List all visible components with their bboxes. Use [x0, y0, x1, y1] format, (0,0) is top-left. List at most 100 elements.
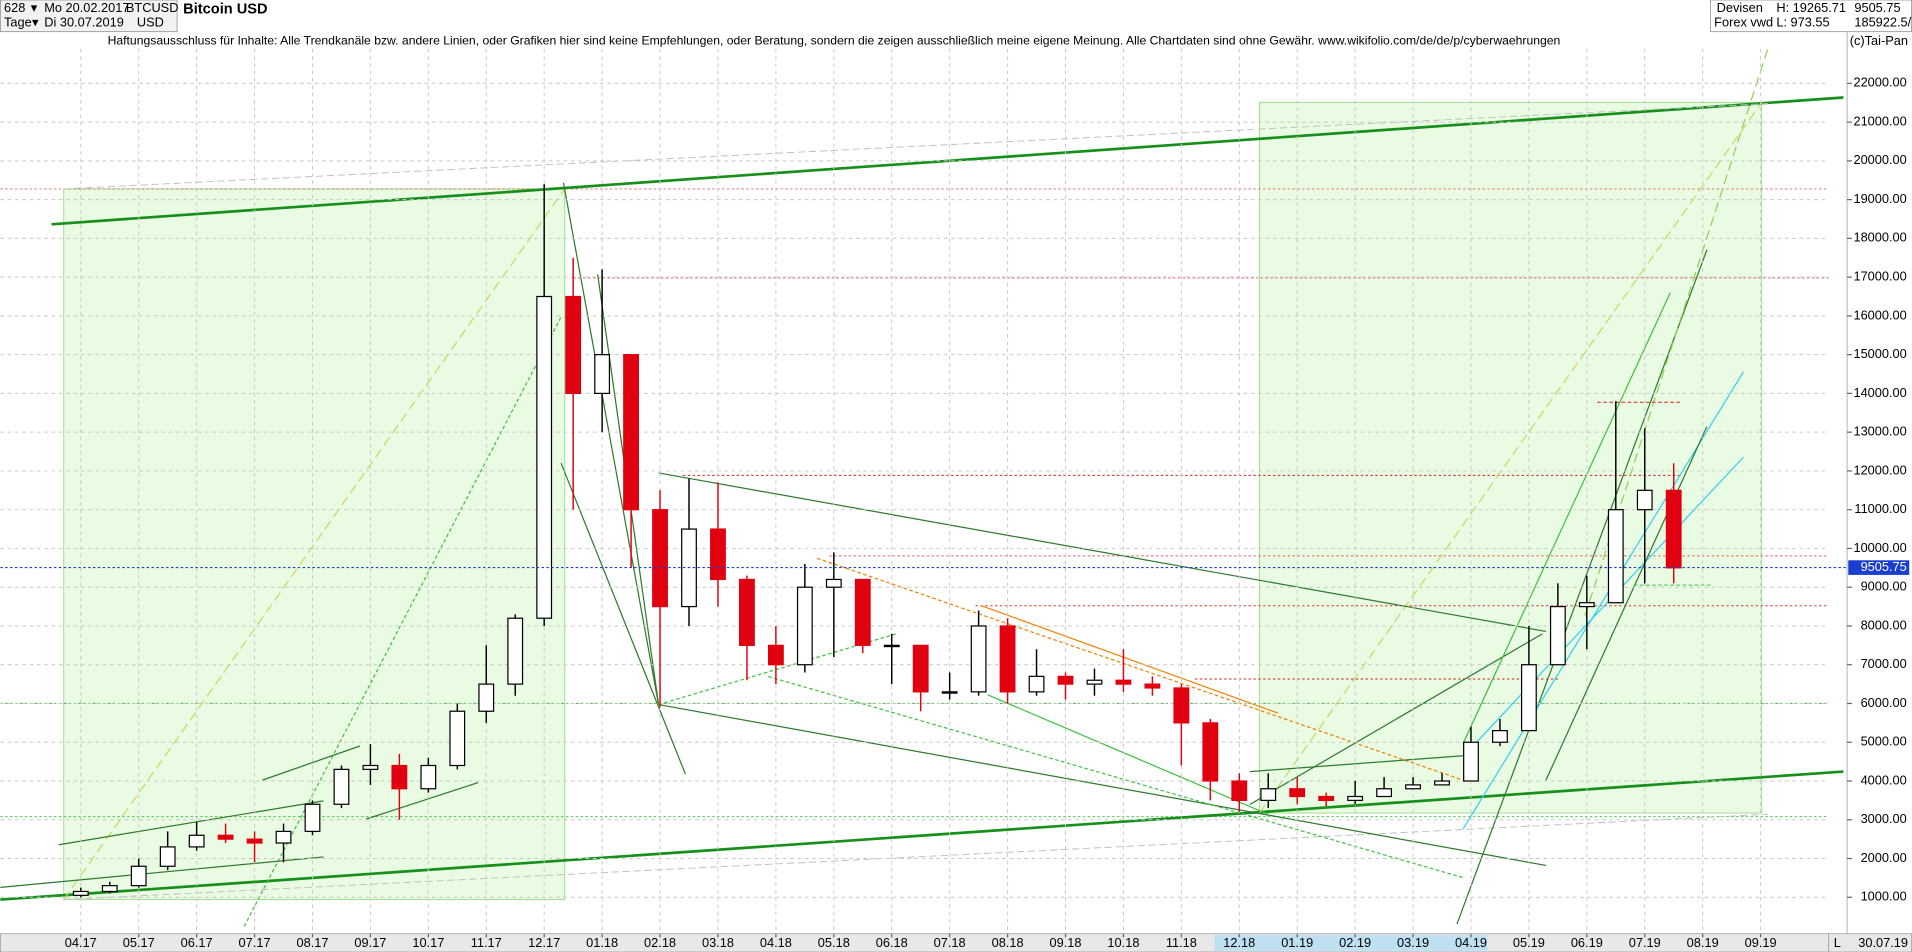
candle-body [1115, 679, 1132, 685]
y-tick-label: 1000.00 [1861, 889, 1907, 904]
candle-body [391, 764, 408, 790]
trend-line [658, 703, 1547, 867]
candle-body [1173, 687, 1190, 724]
last-price-label: 9505.75 [1861, 559, 1907, 574]
y-tick-label: 17000.00 [1853, 269, 1906, 284]
trend-line [981, 605, 1279, 714]
x-tick-label: 05.19 [1513, 935, 1545, 950]
candle-body [767, 644, 784, 666]
trend-line [1462, 292, 1671, 744]
market: Devisen [1717, 0, 1763, 15]
dropdown-icon[interactable]: ▾ [31, 0, 38, 15]
trend-line [63, 103, 1768, 190]
candle-body [970, 625, 987, 693]
candle-body [796, 586, 813, 666]
x-axis: 04.17 05.17 06.17 07.17 08.17 09.17 10.17 11.17… [65, 933, 1777, 950]
trend-line [658, 472, 1547, 633]
y-tick-label: 5000.00 [1861, 734, 1907, 749]
candle-body [72, 890, 89, 896]
candles [0, 184, 1848, 898]
candle-body [1492, 730, 1508, 743]
candle-body [478, 683, 495, 712]
y-tick-label: 10000.00 [1853, 540, 1906, 555]
trend-line [560, 462, 686, 775]
y-tick-label: 14000.00 [1853, 385, 1906, 400]
count[interactable]: 628 [4, 0, 25, 15]
candle-body [565, 295, 582, 395]
candle-body [275, 830, 292, 844]
low: L: 973.55 [1776, 15, 1829, 30]
candle-body [304, 803, 321, 833]
x-axis-band [0, 933, 1830, 952]
trend-line [0, 770, 1844, 901]
x-tick-label: 03.18 [702, 935, 734, 950]
trend-line [562, 182, 660, 705]
x-tick-label: 07.18 [934, 935, 966, 950]
candle-body [941, 691, 958, 694]
candle-body [159, 846, 176, 867]
candle-body [1347, 795, 1364, 801]
scale-mode[interactable]: L [1834, 935, 1841, 950]
candle-body [652, 509, 668, 608]
x-tick-label: 08.18 [992, 935, 1024, 950]
trend-line [987, 694, 1269, 815]
candle-body [420, 764, 437, 790]
x-tick-label: 11.17 [471, 935, 502, 950]
x-tick-label: 09.17 [354, 935, 386, 950]
x-tick-label: 08.17 [296, 935, 328, 950]
candle-body [1665, 489, 1682, 569]
x-tick-label: 01.19 [1281, 935, 1313, 950]
trend-line [243, 316, 562, 927]
y-tick-label: 15000.00 [1853, 346, 1906, 361]
candle-body [1578, 602, 1595, 608]
candle-body [1231, 780, 1248, 801]
candle-body [1434, 780, 1450, 786]
x-tick-label: 06.18 [876, 935, 908, 950]
y-tick-label: 7000.00 [1861, 656, 1907, 671]
candle-body [1463, 741, 1479, 782]
drawings [0, 48, 1844, 927]
candle-body [854, 578, 871, 646]
candle-body [246, 838, 263, 844]
candle-body [825, 578, 842, 588]
chart-title: Bitcoin USD [183, 2, 267, 18]
start-date: Mo 20.02.2017 [44, 0, 129, 15]
candle-body [623, 354, 639, 511]
candle-body [1289, 788, 1306, 798]
trend-line [1249, 633, 1543, 806]
x-tick-label: 04.18 [760, 935, 792, 950]
x-tick-label: 12.18 [1223, 935, 1255, 950]
y-tick-label: 18000.00 [1853, 230, 1906, 245]
candle-body [710, 528, 726, 581]
x-tick-label: 07.19 [1629, 935, 1661, 950]
y-tick-label: 4000.00 [1861, 772, 1907, 787]
candle-body [449, 710, 466, 767]
x-tick-label: 10.18 [1107, 935, 1139, 950]
y-tick-label: 8000.00 [1861, 617, 1907, 632]
x-tick-label: 02.19 [1339, 935, 1371, 950]
info-box [1710, 0, 1912, 33]
x-tick-label: 06.17 [181, 935, 213, 950]
x-tick-label: 10.17 [412, 935, 444, 950]
candle-body [1607, 509, 1624, 604]
x-tick-label: 12.17 [528, 935, 560, 950]
trend-line [365, 781, 479, 820]
trend-line [63, 188, 566, 900]
candle-body [1028, 675, 1045, 693]
candle-body [130, 865, 147, 887]
candle-body [1057, 675, 1074, 685]
end-date: Di 30.07.2019 [44, 15, 124, 30]
trend-line [58, 800, 324, 846]
y-tick-label: 13000.00 [1853, 424, 1906, 439]
x-tick-label: 05.17 [123, 935, 155, 950]
candle-body [1405, 784, 1421, 790]
source: Forex vwd [1714, 15, 1773, 30]
date-label: 30.07.19 [1858, 935, 1908, 950]
x-tick-label: 02.18 [644, 935, 676, 950]
y-tick-label: 11000.00 [1854, 501, 1906, 516]
period[interactable]: Tage [4, 15, 32, 30]
x-tick-label: 04.19 [1455, 935, 1487, 950]
candle-body [1520, 664, 1537, 732]
dropdown-icon[interactable]: ▾ [32, 15, 39, 30]
